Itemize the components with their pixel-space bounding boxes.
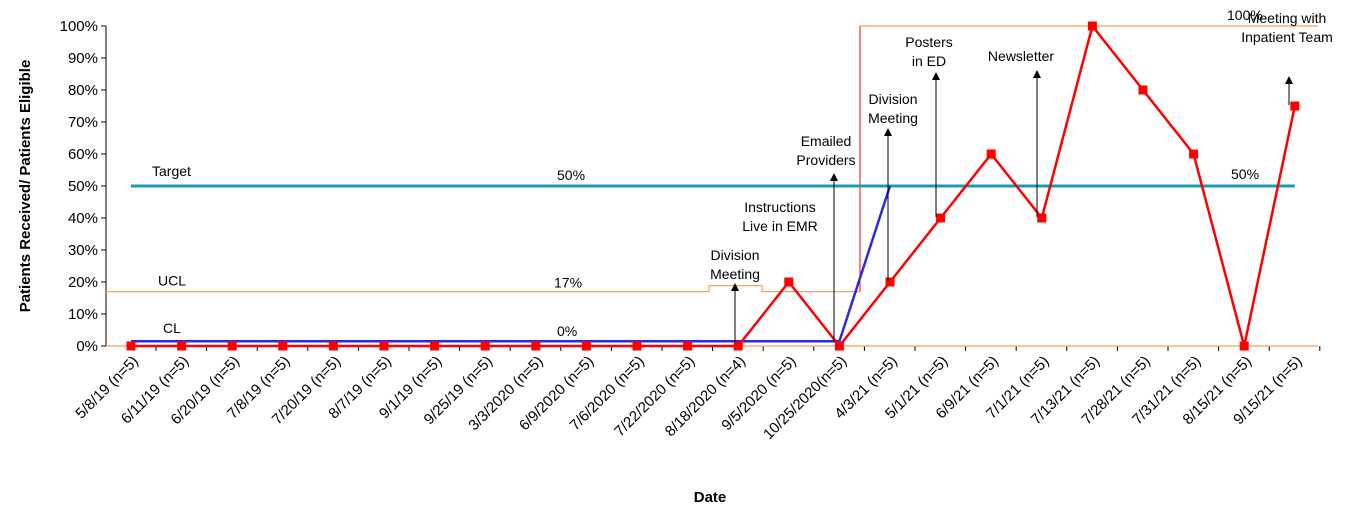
target-value-label: 50% bbox=[557, 167, 585, 183]
annotation-text: Instructions bbox=[744, 199, 816, 215]
data-point bbox=[581, 341, 591, 351]
data-point bbox=[1138, 85, 1148, 95]
y-tick-label: 80% bbox=[68, 82, 98, 99]
data-point bbox=[784, 277, 794, 287]
target-value-label-right: 50% bbox=[1231, 166, 1259, 182]
data-point bbox=[227, 341, 237, 351]
data-point bbox=[430, 341, 440, 351]
y-tick-label: 10% bbox=[68, 306, 98, 323]
y-tick-label: 100% bbox=[60, 18, 98, 35]
annotation-text: Meeting with bbox=[1248, 10, 1327, 26]
annotation-text: Division bbox=[710, 247, 759, 263]
center-line-shift bbox=[838, 185, 892, 342]
y-tick-label: 30% bbox=[68, 242, 98, 259]
annotation-text: Meeting bbox=[868, 110, 918, 126]
y-tick-label: 0% bbox=[76, 338, 98, 355]
annotation-text: Meeting bbox=[710, 266, 760, 282]
data-point bbox=[1037, 213, 1047, 223]
y-tick-label: 40% bbox=[68, 210, 98, 227]
data-point bbox=[278, 341, 288, 351]
annotation-text: Live in EMR bbox=[742, 218, 817, 234]
data-point bbox=[328, 341, 338, 351]
data-point bbox=[1189, 149, 1199, 159]
data-point bbox=[531, 341, 541, 351]
y-axis-title: Patients Received/ Patients Eligible bbox=[17, 60, 34, 313]
annotation-text: Newsletter bbox=[988, 48, 1054, 64]
y-tick-label: 50% bbox=[68, 178, 98, 195]
data-point bbox=[986, 149, 996, 159]
data-point bbox=[379, 341, 389, 351]
data-point bbox=[885, 277, 895, 287]
ucl-value-label: 17% bbox=[554, 275, 582, 291]
data-point bbox=[632, 341, 642, 351]
cl-value-label: 0% bbox=[557, 323, 577, 339]
annotation-text: Division bbox=[868, 91, 917, 107]
data-point bbox=[126, 341, 136, 351]
ucl-line-phase1 bbox=[106, 285, 860, 293]
data-point bbox=[683, 341, 693, 351]
series-line bbox=[131, 23, 1297, 349]
data-point bbox=[1290, 101, 1300, 111]
annotation-text: Providers bbox=[796, 152, 855, 168]
data-point bbox=[834, 341, 844, 351]
data-point bbox=[1239, 341, 1249, 351]
data-point bbox=[480, 341, 490, 351]
y-tick-label: 20% bbox=[68, 274, 98, 291]
y-tick-label: 70% bbox=[68, 114, 98, 131]
annotation-text: Emailed bbox=[801, 133, 852, 149]
annotation-text: in ED bbox=[912, 53, 946, 69]
data-point bbox=[177, 341, 187, 351]
y-tick-label: 90% bbox=[68, 50, 98, 67]
annotation-text: Posters bbox=[905, 34, 952, 50]
cl-label: CL bbox=[163, 320, 181, 336]
data-point bbox=[733, 341, 743, 351]
ucl-value-label-right: 100% bbox=[1227, 7, 1263, 23]
annotation-text: Inpatient Team bbox=[1241, 29, 1333, 45]
x-axis-title: Date bbox=[694, 489, 727, 506]
y-tick-label: 60% bbox=[68, 146, 98, 163]
data-point bbox=[1087, 21, 1097, 31]
target-label: Target bbox=[152, 163, 191, 179]
ucl-label: UCL bbox=[158, 273, 186, 289]
data-point bbox=[936, 213, 946, 223]
